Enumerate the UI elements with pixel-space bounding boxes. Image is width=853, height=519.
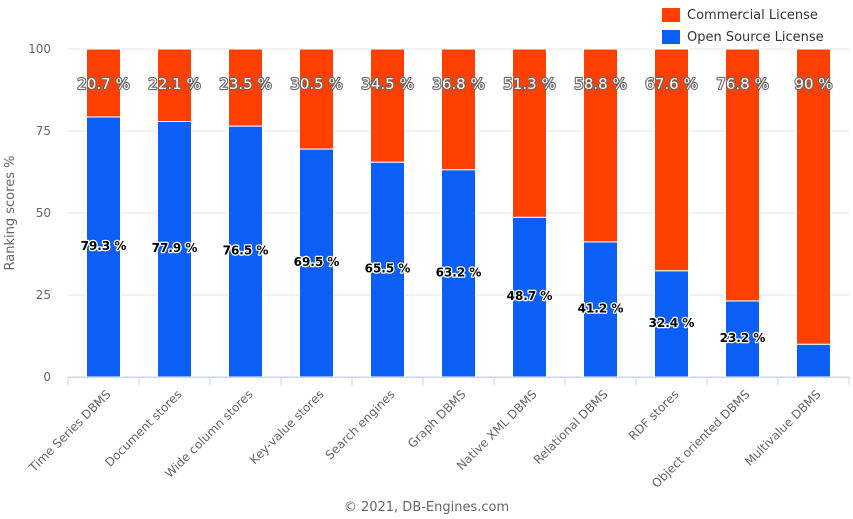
x-tick-label: Document stores (102, 387, 184, 469)
y-axis-ticks: 0 25 50 75 100 (28, 42, 51, 384)
bar-commercial[interactable] (725, 48, 760, 302)
data-label-commercial: 51.3 % (503, 75, 555, 93)
bar-commercial[interactable] (796, 48, 831, 345)
bar-commercial[interactable] (299, 48, 334, 150)
bar-commercial[interactable] (86, 48, 121, 118)
data-label-open-source: 65.5 % (365, 262, 411, 276)
data-label-commercial: 22.1 % (148, 75, 200, 93)
bar-open-source[interactable] (796, 343, 831, 378)
x-tick-label: Graph DBMS (405, 387, 469, 451)
legend-label-open-source: Open Source License (687, 29, 824, 45)
bar-commercial[interactable] (512, 48, 547, 218)
data-label-commercial: 20.7 % (77, 75, 129, 93)
data-label-open-source: 48.7 % (507, 289, 553, 303)
data-label-commercial: 23.5 % (219, 75, 271, 93)
y-axis-title: Ranking scores % (3, 156, 18, 271)
bar-commercial[interactable] (228, 48, 263, 127)
bars (86, 48, 831, 378)
credits-text[interactable]: © 2021, DB-Engines.com (343, 500, 510, 515)
bar-commercial[interactable] (441, 48, 476, 171)
bar-open-source[interactable] (725, 300, 760, 378)
y-tick-label: 100 (28, 42, 51, 56)
legend-swatch-open-source (662, 30, 680, 44)
bar-commercial[interactable] (654, 48, 689, 272)
data-label-commercial: 90 % (794, 75, 832, 93)
data-label-commercial: 36.8 % (432, 75, 484, 93)
legend-item-commercial[interactable]: Commercial License (662, 4, 824, 26)
bar-open-source[interactable] (654, 270, 689, 378)
bar-commercial[interactable] (370, 48, 405, 163)
bar-commercial[interactable] (583, 48, 618, 243)
data-label-open-source: 79.3 % (81, 239, 127, 253)
data-label-commercial: 34.5 % (361, 75, 413, 93)
data-label-open-source: 23.2 % (720, 331, 766, 345)
legend-swatch-commercial (662, 8, 680, 22)
legend: Commercial License Open Source License (662, 4, 824, 48)
x-tick-label: Native XML DBMS (454, 387, 540, 473)
bar-open-source[interactable] (512, 216, 547, 378)
data-label-open-source: 41.2 % (578, 301, 624, 315)
y-tick-label: 25 (36, 288, 51, 302)
x-tick-label: Time Series DBMS (26, 387, 114, 475)
x-tick-label: Multivalue DBMS (742, 387, 824, 469)
x-tick-label: Relational DBMS (531, 387, 611, 467)
y-tick-label: 75 (36, 124, 51, 138)
data-labels: 79.3 % 77.9 % 76.5 % 69.5 % 65.5 % 63.2 % 48.7… (76, 74, 833, 346)
legend-label-commercial: Commercial License (687, 7, 818, 23)
bar-open-source[interactable] (86, 116, 121, 378)
data-label-open-source: 32.4 % (649, 316, 695, 330)
y-tick-label: 50 (36, 206, 51, 220)
bar-commercial[interactable] (157, 48, 192, 122)
x-tick-label: Search engines (323, 387, 398, 462)
data-label-commercial: 30.5 % (290, 75, 342, 93)
data-label-open-source: 77.9 % (152, 241, 198, 255)
y-tick-label: 0 (43, 370, 51, 384)
data-label-open-source: 76.5 % (223, 244, 269, 258)
data-label-open-source: 63.2 % (436, 265, 482, 279)
x-tick-label: Key-value stores (247, 387, 327, 467)
bar-open-source[interactable] (583, 241, 618, 378)
data-label-commercial: 58.8 % (574, 75, 626, 93)
data-label-commercial: 67.6 % (645, 75, 697, 93)
legend-item-open-source[interactable]: Open Source License (662, 26, 824, 48)
data-label-open-source: 69.5 % (294, 255, 340, 269)
data-label-commercial: 76.8 % (716, 75, 768, 93)
x-tick-label: RDF stores (626, 387, 682, 443)
